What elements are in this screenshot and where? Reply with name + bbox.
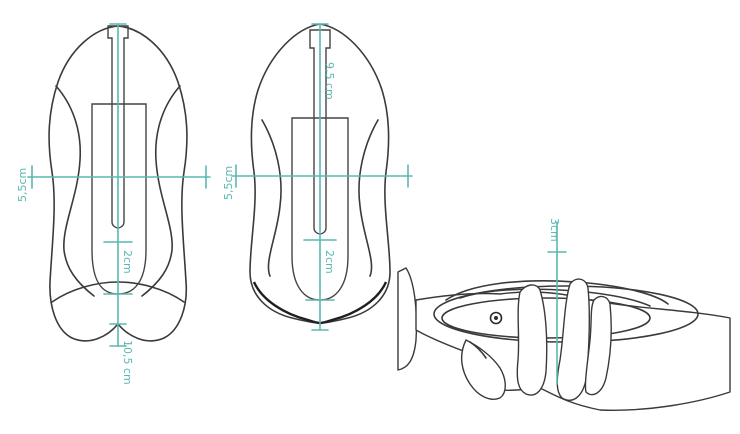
thumb-nail (469, 341, 487, 359)
middle-side-seam-right (358, 119, 379, 277)
left-side-seam-right (141, 85, 181, 297)
left-width-label: 5,5cm (16, 168, 29, 202)
finger-middle (556, 278, 591, 401)
device-top-rim (459, 288, 651, 307)
right-dimensions: 3cm (547, 218, 567, 385)
middle-slot-label: 9,5 cm (323, 62, 336, 100)
middle-width-label: 5,5cm (222, 166, 235, 200)
left-side-seam-left (55, 85, 95, 297)
right-height-label: 3cm (548, 218, 561, 242)
left-inner-cavity (91, 103, 147, 295)
device-button-dot (494, 316, 498, 320)
sleeve (397, 267, 418, 371)
thumb (460, 339, 506, 400)
finger-ring (584, 295, 612, 396)
middle-depth-label: 2cm (323, 250, 336, 274)
finger-index (516, 284, 548, 396)
middle-side-seam-left (261, 119, 282, 277)
left-length-label: 10,5 cm (121, 340, 134, 385)
left-dimensions: 5,5cm 2cm 10,5 cm (16, 23, 211, 385)
middle-dimensions: 5,5cm 9,5 cm 2cm (222, 23, 413, 331)
right-scene (397, 267, 731, 411)
left-depth-label: 2cm (121, 250, 134, 274)
